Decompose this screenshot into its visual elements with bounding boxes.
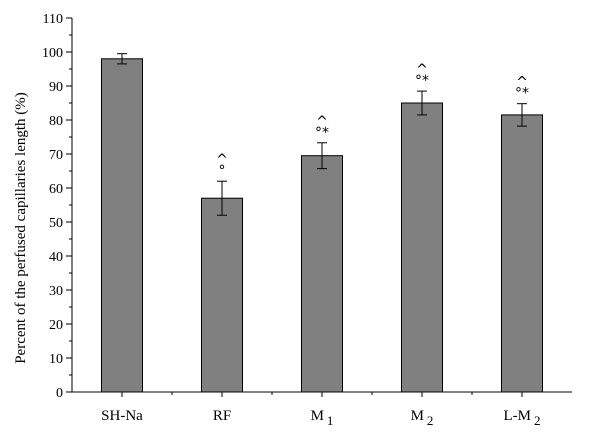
x-tick-label-subscript: 1 — [327, 413, 334, 428]
y-tick-label: 70 — [49, 148, 63, 163]
y-tick-label: 110 — [43, 12, 63, 27]
x-tick-label-main: L-M — [504, 408, 532, 424]
y-tick-label: 90 — [49, 80, 63, 95]
y-axis-title: Percent of the perfused capillaries leng… — [13, 92, 29, 364]
bar — [401, 102, 443, 393]
x-tick-label: RF — [213, 408, 231, 424]
y-tick-label: 40 — [49, 250, 63, 265]
significance-mark: °* — [315, 125, 329, 141]
bar — [501, 114, 543, 393]
y-axis-title-group: Percent of the perfused capillaries leng… — [13, 92, 29, 364]
x-tick-label: L-M 2 — [504, 408, 541, 428]
x-tick-label: SH-Na — [101, 408, 143, 424]
bar — [301, 155, 343, 393]
significance-mark: ° — [219, 163, 226, 179]
significance-mark: °* — [515, 86, 529, 102]
significance-mark: ^ — [416, 62, 428, 78]
x-tick-label-main: SH-Na — [101, 408, 143, 424]
x-tick-label-main: M — [411, 408, 424, 424]
y-tick-label: 50 — [49, 216, 63, 231]
y-tick-label: 30 — [49, 284, 63, 299]
significance-mark: ^ — [516, 75, 528, 91]
y-tick-label: 100 — [42, 46, 63, 61]
x-tick-label-main: M — [311, 408, 324, 424]
x-tick-label-subscript: 2 — [534, 413, 541, 428]
bar — [201, 197, 243, 393]
x-tick-label-main: RF — [213, 408, 231, 424]
significance-mark: °* — [415, 73, 429, 89]
y-tick-label: 10 — [49, 352, 63, 367]
y-tick-label: 60 — [49, 182, 63, 197]
y-tick-label: 80 — [49, 114, 63, 129]
y-tick-label: 0 — [56, 386, 63, 401]
y-tick-label: 20 — [49, 318, 63, 333]
x-tick-label-subscript: 2 — [427, 413, 434, 428]
significance-mark: ^ — [316, 114, 328, 130]
bar — [101, 58, 143, 393]
significance-mark: ^ — [216, 152, 228, 168]
